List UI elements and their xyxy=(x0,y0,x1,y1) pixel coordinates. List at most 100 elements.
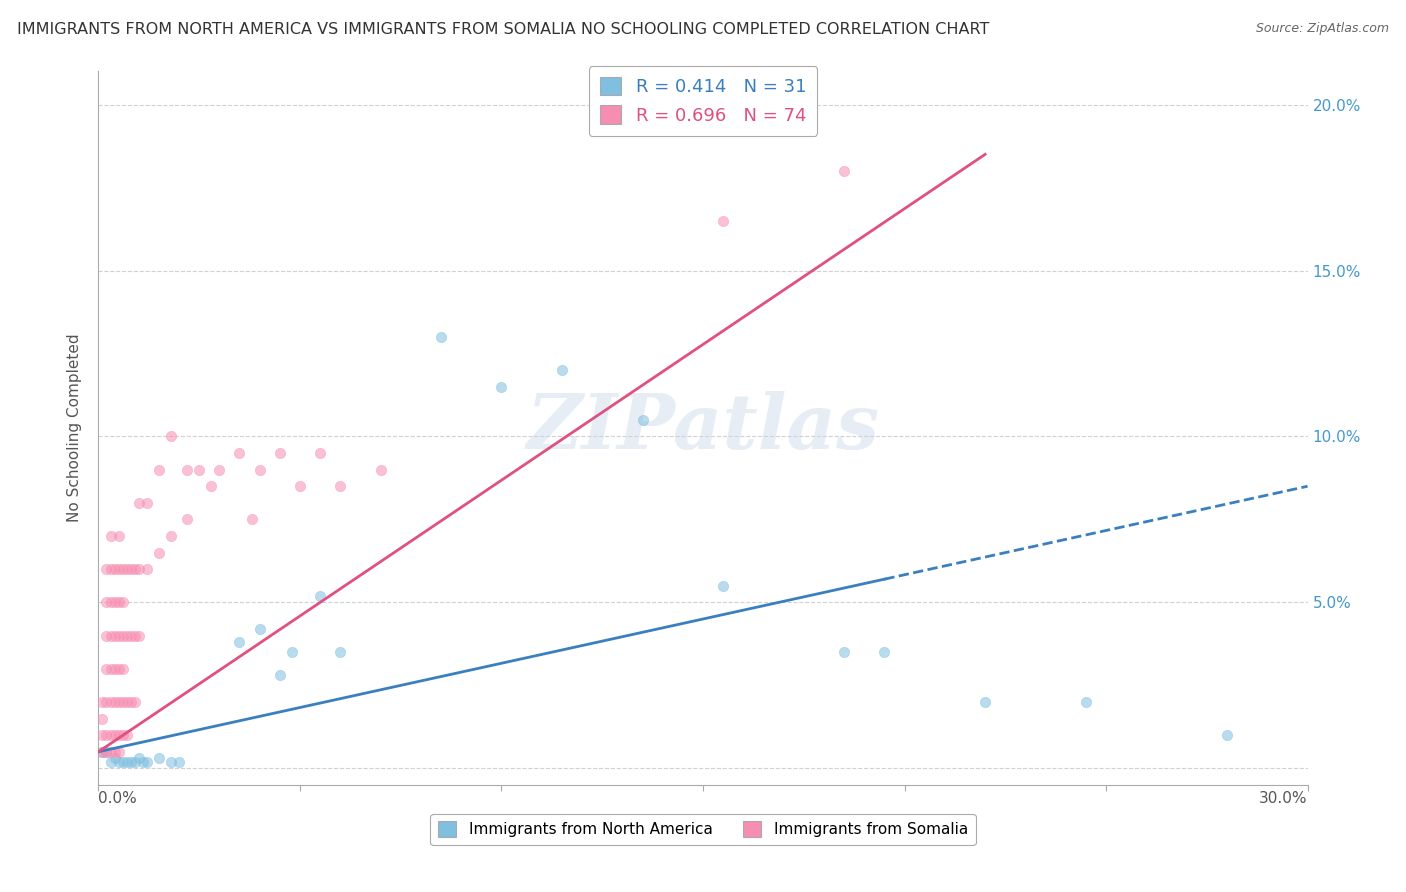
Point xyxy=(491,379,513,393)
Point xyxy=(240,512,263,526)
Point xyxy=(309,589,332,603)
Point xyxy=(132,755,155,769)
Point xyxy=(148,546,170,560)
Point xyxy=(249,463,271,477)
Point xyxy=(832,645,855,659)
Point xyxy=(91,695,114,709)
Point xyxy=(124,562,146,576)
Point xyxy=(160,529,183,543)
Point xyxy=(430,330,453,344)
Point xyxy=(103,595,125,609)
Point xyxy=(167,755,190,769)
Legend: Immigrants from North America, Immigrants from Somalia: Immigrants from North America, Immigrant… xyxy=(430,814,976,845)
Point xyxy=(100,755,122,769)
Point xyxy=(200,479,222,493)
Point xyxy=(107,728,129,742)
Point xyxy=(249,622,271,636)
Point xyxy=(208,463,231,477)
Point xyxy=(103,629,125,643)
Point xyxy=(370,463,392,477)
Point xyxy=(96,695,118,709)
Point xyxy=(115,629,138,643)
Point xyxy=(128,562,150,576)
Point xyxy=(96,728,118,742)
Point xyxy=(128,496,150,510)
Point xyxy=(120,755,142,769)
Point xyxy=(96,629,118,643)
Text: ZIPatlas: ZIPatlas xyxy=(526,392,880,465)
Point xyxy=(711,213,734,227)
Point xyxy=(551,363,574,377)
Point xyxy=(100,562,122,576)
Y-axis label: No Schooling Completed: No Schooling Completed xyxy=(67,334,83,523)
Point xyxy=(974,695,997,709)
Point xyxy=(103,562,125,576)
Point xyxy=(873,645,896,659)
Point xyxy=(1074,695,1097,709)
Point xyxy=(91,745,114,759)
Point xyxy=(228,635,250,649)
Point xyxy=(100,595,122,609)
Point xyxy=(115,755,138,769)
Point xyxy=(176,512,198,526)
Point xyxy=(107,755,129,769)
Point xyxy=(160,755,183,769)
Point xyxy=(103,662,125,676)
Point xyxy=(103,695,125,709)
Point xyxy=(176,463,198,477)
Point xyxy=(107,562,129,576)
Text: IMMIGRANTS FROM NORTH AMERICA VS IMMIGRANTS FROM SOMALIA NO SCHOOLING COMPLETED : IMMIGRANTS FROM NORTH AMERICA VS IMMIGRA… xyxy=(17,22,990,37)
Point xyxy=(115,695,138,709)
Point xyxy=(329,479,352,493)
Point xyxy=(135,496,157,510)
Point xyxy=(120,695,142,709)
Point xyxy=(100,695,122,709)
Point xyxy=(103,751,125,765)
Point xyxy=(91,728,114,742)
Point xyxy=(124,695,146,709)
Point xyxy=(107,629,129,643)
Point xyxy=(100,745,122,759)
Point xyxy=(309,446,332,460)
Point xyxy=(115,728,138,742)
Text: Source: ZipAtlas.com: Source: ZipAtlas.com xyxy=(1256,22,1389,36)
Point xyxy=(160,429,183,443)
Point xyxy=(100,529,122,543)
Point xyxy=(124,755,146,769)
Point xyxy=(269,668,291,682)
Point xyxy=(711,579,734,593)
Point xyxy=(96,595,118,609)
Point xyxy=(115,562,138,576)
Text: 0.0%: 0.0% xyxy=(98,790,138,805)
Point xyxy=(107,695,129,709)
Point xyxy=(1216,728,1239,742)
Point xyxy=(111,562,134,576)
Point xyxy=(148,751,170,765)
Point xyxy=(103,728,125,742)
Point xyxy=(120,629,142,643)
Point xyxy=(103,745,125,759)
Point xyxy=(128,751,150,765)
Point xyxy=(107,595,129,609)
Point xyxy=(269,446,291,460)
Point xyxy=(107,745,129,759)
Point xyxy=(96,745,118,759)
Point xyxy=(107,529,129,543)
Point xyxy=(288,479,311,493)
Point xyxy=(111,755,134,769)
Point xyxy=(107,662,129,676)
Point xyxy=(124,629,146,643)
Point xyxy=(111,662,134,676)
Point xyxy=(148,463,170,477)
Point xyxy=(111,728,134,742)
Point xyxy=(188,463,211,477)
Point xyxy=(111,595,134,609)
Point xyxy=(96,662,118,676)
Point xyxy=(631,413,654,427)
Point xyxy=(120,562,142,576)
Point xyxy=(135,562,157,576)
Point xyxy=(135,755,157,769)
Point xyxy=(128,629,150,643)
Point xyxy=(832,164,855,178)
Point xyxy=(96,562,118,576)
